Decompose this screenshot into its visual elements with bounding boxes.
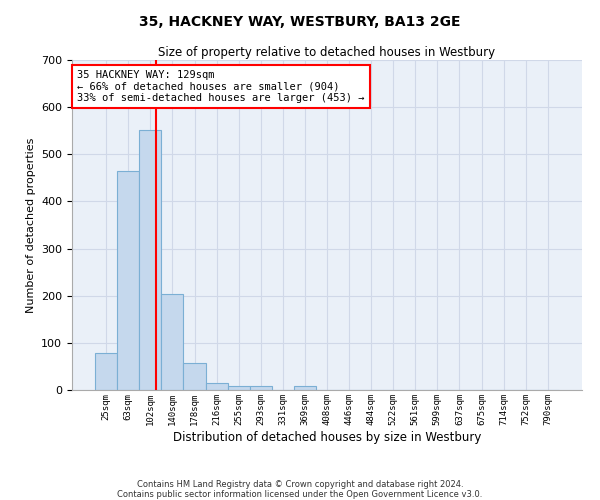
Bar [117, 171, 139, 390]
X-axis label: Distribution of detached houses by size in Westbury: Distribution of detached houses by size … [173, 430, 481, 444]
Bar [206, 383, 227, 390]
Bar [294, 386, 316, 390]
Text: 35, HACKNEY WAY, WESTBURY, BA13 2GE: 35, HACKNEY WAY, WESTBURY, BA13 2GE [139, 15, 461, 29]
Bar [250, 386, 272, 390]
Text: 35 HACKNEY WAY: 129sqm
← 66% of detached houses are smaller (904)
33% of semi-de: 35 HACKNEY WAY: 129sqm ← 66% of detached… [77, 70, 365, 103]
Title: Size of property relative to detached houses in Westbury: Size of property relative to detached ho… [158, 46, 496, 59]
Y-axis label: Number of detached properties: Number of detached properties [26, 138, 35, 312]
Bar [184, 363, 206, 390]
Bar [227, 386, 250, 390]
Bar [95, 353, 117, 390]
Text: Contains HM Land Registry data © Crown copyright and database right 2024.
Contai: Contains HM Land Registry data © Crown c… [118, 480, 482, 499]
Bar [139, 130, 161, 390]
Bar [161, 294, 184, 390]
